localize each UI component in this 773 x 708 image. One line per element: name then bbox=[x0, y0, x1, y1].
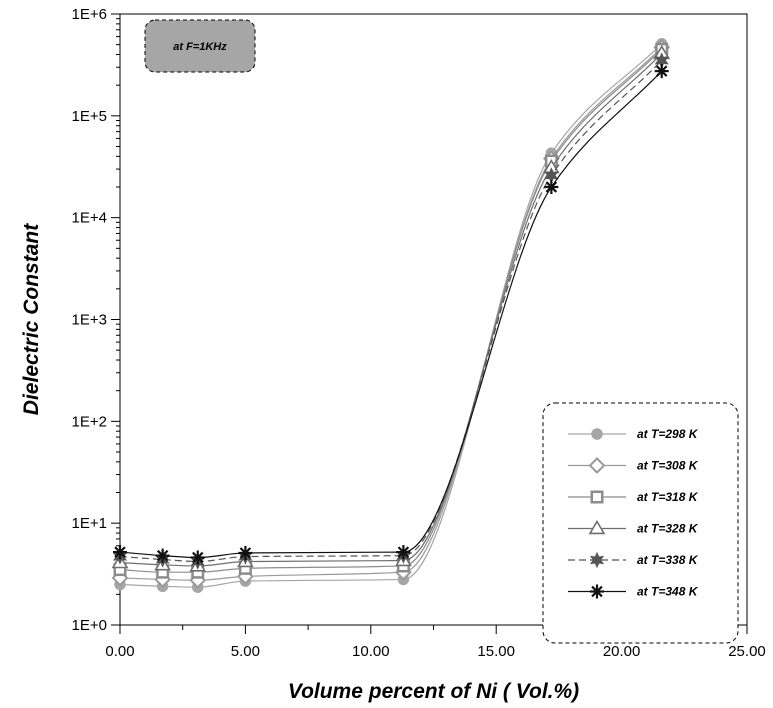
y-tick-label: 1E+0 bbox=[72, 617, 107, 634]
asterisk-marker bbox=[396, 545, 411, 560]
x-tick-label: 10.00 bbox=[352, 643, 390, 660]
y-tick-label: 1E+4 bbox=[72, 210, 107, 227]
annotation-text: at F=1KHz bbox=[173, 41, 227, 53]
asterisk-marker bbox=[544, 180, 559, 195]
legend-label: at T=318 K bbox=[637, 490, 699, 504]
legend-label: at T=328 K bbox=[637, 522, 699, 536]
x-tick-label: 20.00 bbox=[603, 643, 641, 660]
legend-item: at T=338 K bbox=[568, 551, 699, 569]
circle-marker bbox=[591, 428, 603, 440]
legend-item: at T=348 K bbox=[568, 584, 699, 599]
y-tick-label: 1E+1 bbox=[72, 515, 107, 532]
x-tick-label: 5.00 bbox=[231, 643, 260, 660]
asterisk-marker bbox=[155, 548, 170, 563]
y-tick-label: 1E+2 bbox=[72, 413, 107, 430]
legend-label: at T=348 K bbox=[637, 585, 699, 599]
asterisk-marker bbox=[238, 545, 253, 560]
legend-item: at T=328 K bbox=[568, 519, 699, 536]
frequency-annotation: at F=1KHz bbox=[144, 19, 256, 73]
x-tick-label: 15.00 bbox=[477, 643, 515, 660]
legend-item: at T=298 K bbox=[568, 427, 699, 441]
legend: at T=298 K at T=308 K at T=318 K at T=328 K… bbox=[542, 402, 739, 644]
y-tick-label: 1E+3 bbox=[72, 312, 107, 329]
star-marker bbox=[589, 551, 605, 569]
y-tick-label: 1E+5 bbox=[72, 108, 107, 125]
series-5 bbox=[113, 64, 669, 565]
legend-label: at T=308 K bbox=[637, 459, 699, 473]
legend-label: at T=338 K bbox=[637, 553, 699, 567]
y-axis-title: Dielectric Constant bbox=[20, 223, 43, 415]
x-axis: 0.00 5.00 10.00 15.00 20.00 25.00 bbox=[105, 625, 766, 660]
series-layer bbox=[111, 38, 671, 593]
asterisk-marker bbox=[590, 584, 604, 599]
asterisk-marker bbox=[190, 550, 205, 565]
triangle-marker bbox=[588, 519, 606, 535]
y-tick-label: 1E+6 bbox=[72, 6, 107, 23]
legend-item: at T=308 K bbox=[568, 457, 699, 474]
x-tick-label: 0.00 bbox=[105, 643, 134, 660]
y-axis: 1E+0 1E+1 1E+2 1E+3 1E+4 1E+5 1E+6 bbox=[72, 6, 120, 634]
asterisk-marker bbox=[654, 64, 669, 79]
legend-item: at T=318 K bbox=[568, 490, 699, 504]
asterisk-marker bbox=[113, 545, 127, 560]
square-marker bbox=[590, 490, 604, 504]
legend-label: at T=298 K bbox=[637, 427, 699, 441]
x-axis-title: Volume percent of Ni ( Vol.%) bbox=[288, 680, 579, 703]
diamond-marker bbox=[588, 457, 606, 474]
x-tick-label: 25.00 bbox=[728, 643, 766, 660]
